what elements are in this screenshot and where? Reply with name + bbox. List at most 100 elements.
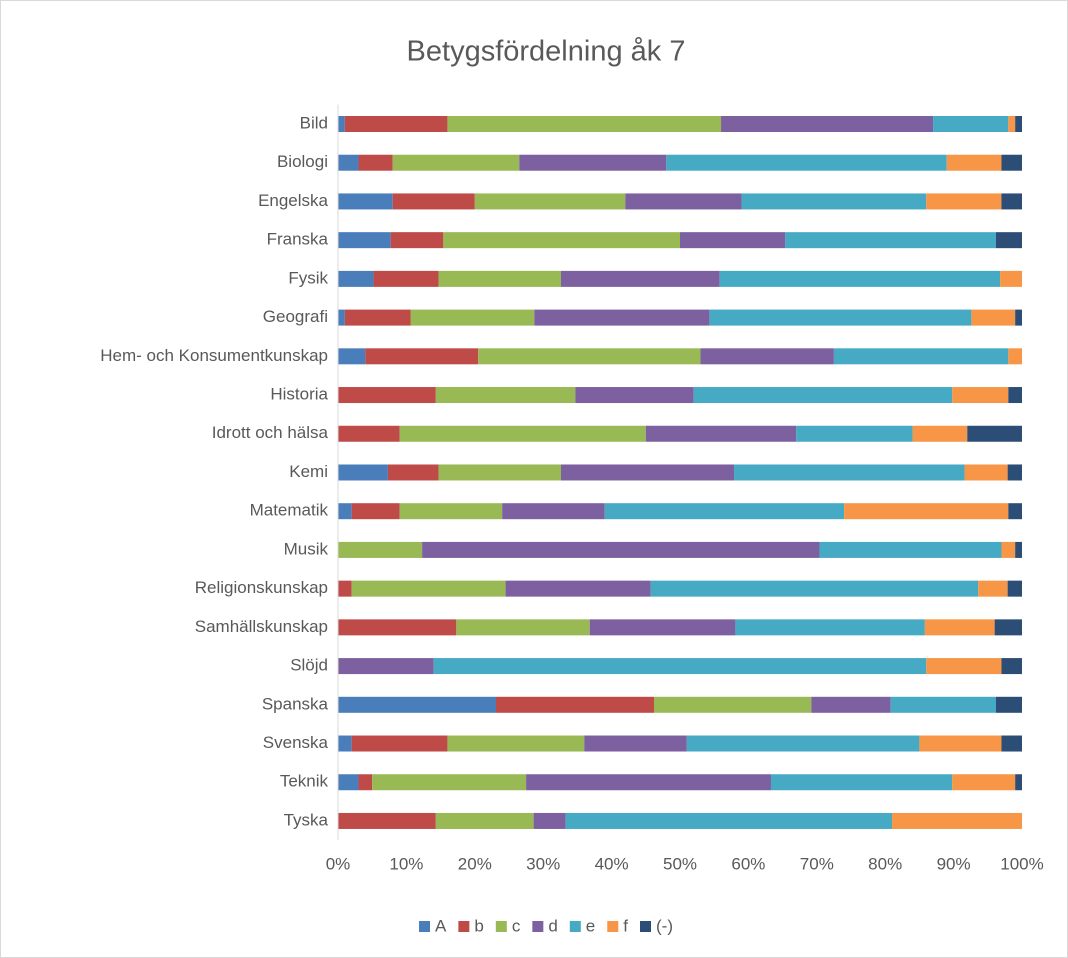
bar-segment	[338, 309, 345, 326]
bar-segment	[338, 580, 352, 597]
legend-label: d	[548, 916, 557, 935]
bar-segment	[447, 735, 585, 752]
bar-segment	[387, 464, 439, 481]
bar-segment	[1008, 387, 1022, 404]
bar-segment	[919, 735, 1002, 752]
bar-segment	[924, 619, 995, 636]
bar-segment	[819, 541, 1002, 558]
bar-segment	[796, 425, 913, 442]
bar-segment	[338, 619, 457, 636]
bar-segment	[666, 154, 947, 171]
bar-segment	[358, 154, 393, 171]
bar-segment	[978, 580, 1008, 597]
bar-segment	[338, 387, 436, 404]
bar-segment	[926, 193, 1002, 210]
bar-segment	[338, 658, 434, 675]
x-tick-label: 70%	[800, 854, 834, 873]
legend-swatch	[640, 921, 651, 932]
x-tick-label: 90%	[937, 854, 971, 873]
bar-segment	[443, 232, 680, 249]
bar-segment	[946, 154, 1002, 171]
bar-segment	[741, 193, 927, 210]
bar-segment	[890, 696, 997, 713]
bar-segment	[351, 580, 506, 597]
bar-segment	[645, 425, 797, 442]
bar-segment	[351, 735, 448, 752]
bar-segment	[833, 348, 1009, 365]
bar-segment	[734, 464, 965, 481]
y-tick-label: Matematik	[250, 501, 329, 520]
bar-segment	[650, 580, 979, 597]
legend-swatch	[419, 921, 431, 932]
bar-segment	[447, 116, 722, 132]
bar-segment	[952, 387, 1009, 404]
bar-segment	[433, 658, 927, 675]
bar-segment	[438, 464, 561, 481]
legend-label: b	[474, 916, 483, 935]
bar-segment	[1008, 348, 1022, 365]
bar-segment	[456, 619, 590, 636]
legend-label: A	[435, 916, 447, 935]
bar-segment	[534, 309, 710, 326]
bar-segment	[1008, 503, 1022, 520]
bar-segment	[560, 270, 720, 287]
bar-segment	[390, 232, 444, 249]
bar-segment	[338, 735, 352, 752]
bar-segment	[392, 154, 520, 171]
y-tick-label: Slöjd	[290, 656, 328, 675]
bar-segment	[952, 774, 1016, 791]
bar-segment	[933, 116, 1009, 132]
bar-segment	[505, 580, 651, 597]
bar-segment	[1001, 735, 1022, 752]
bar-segment	[996, 232, 1022, 249]
x-tick-label: 80%	[868, 854, 902, 873]
bar-segment	[365, 348, 479, 365]
x-tick-label: 60%	[731, 854, 765, 873]
bar-segment	[1015, 541, 1022, 558]
y-tick-label: Kemi	[289, 462, 328, 481]
y-tick-label: Svenska	[263, 733, 329, 752]
bar-segment	[892, 812, 1022, 829]
bar-segment	[372, 774, 527, 791]
bar-segment	[338, 232, 391, 249]
bar-segment	[344, 309, 411, 326]
bar-segment	[1001, 193, 1022, 210]
bar-segment	[811, 696, 891, 713]
bar-segment	[435, 812, 534, 829]
bar-segment	[589, 619, 736, 636]
bar-segment	[338, 425, 400, 442]
bar-segment	[565, 812, 893, 829]
bar-segment	[770, 774, 953, 791]
bar-segment	[721, 116, 934, 132]
y-tick-label: Spanska	[262, 694, 329, 713]
y-tick-label: Religionskunskap	[195, 578, 328, 597]
x-tick-label: 100%	[1000, 854, 1043, 873]
legend-label: c	[512, 916, 521, 935]
legend-swatch	[458, 921, 470, 932]
chart-title: Betygsfördelning åk 7	[407, 36, 686, 68]
bar-segment	[686, 735, 920, 752]
bar-segment	[358, 774, 373, 791]
bar-segment	[584, 735, 687, 752]
bar-segment	[625, 193, 742, 210]
x-tick-label: 30%	[526, 854, 560, 873]
bar-segment	[338, 696, 497, 713]
bar-segment	[338, 503, 352, 520]
bar-segment	[1001, 658, 1022, 675]
bar-segment	[392, 193, 475, 210]
bar-segment	[560, 464, 735, 481]
x-tick-label: 10%	[389, 854, 423, 873]
bar-segment	[1015, 774, 1022, 791]
bar-segment	[526, 774, 771, 791]
legend-label: (-)	[656, 916, 673, 935]
bar-segment	[351, 503, 400, 520]
bar-segment	[338, 348, 366, 365]
x-tick-label: 40%	[595, 854, 629, 873]
legend-swatch	[607, 921, 619, 932]
legend-swatch	[532, 921, 544, 932]
bar-segment	[1007, 580, 1022, 597]
bar-segment	[338, 812, 436, 829]
bar-segment	[575, 387, 694, 404]
bar-segment	[994, 619, 1022, 636]
